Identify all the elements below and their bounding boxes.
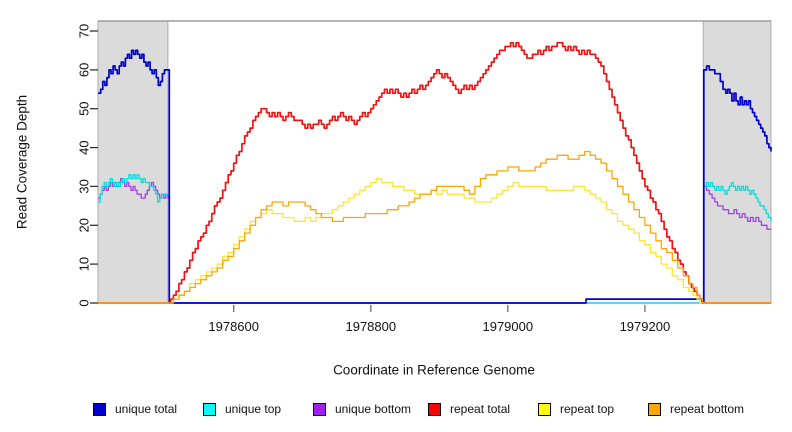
y-tick-label: 0 [77,299,92,306]
x-tick-label: 1979000 [482,319,533,334]
y-tick-label: 60 [77,63,92,77]
y-tick-label: 30 [77,179,92,193]
y-tick-label: 20 [77,218,92,232]
y-tick-label: 70 [77,24,92,38]
x-tick-label: 1978600 [208,319,259,334]
legend-label: unique top [225,402,282,416]
legend-label: repeat top [560,402,615,416]
legend-label: unique bottom [335,402,412,416]
right-flank-region [702,20,772,304]
legend-swatch-icon [93,402,106,416]
legend-swatch-icon [648,402,661,416]
legend-swatch-icon [313,402,326,416]
x-tick-label: 1978800 [345,319,396,334]
legend-item-unique-total: unique total [93,402,177,416]
legend-swatch-icon [203,402,216,416]
legend-swatch-icon [428,402,441,416]
y-tick-label: 40 [77,140,92,154]
legend-item-repeat-bottom: repeat bottom [648,402,744,416]
left-flank-region [97,20,169,304]
x-tick-label: 1979200 [620,319,671,334]
series-repeat-bottom [98,150,771,304]
legend-item-unique-top: unique top [203,402,281,416]
legend-label: unique total [115,402,178,416]
legend-label: repeat total [450,402,511,416]
legend-item-repeat-total: repeat total [428,402,510,416]
y-tick-label: 50 [77,101,92,115]
series-unique-total [98,49,772,304]
legend-label: repeat bottom [670,402,745,416]
legend-item-unique-bottom: unique bottom [313,402,411,416]
y-axis-label: Read Coverage Depth [14,94,30,230]
x-axis-label: Coordinate in Reference Genome [333,362,535,378]
legend-swatch-icon [538,402,551,416]
legend-item-repeat-top: repeat top [538,402,614,416]
series-repeat-total [98,41,771,304]
y-tick-label: 10 [77,257,92,271]
